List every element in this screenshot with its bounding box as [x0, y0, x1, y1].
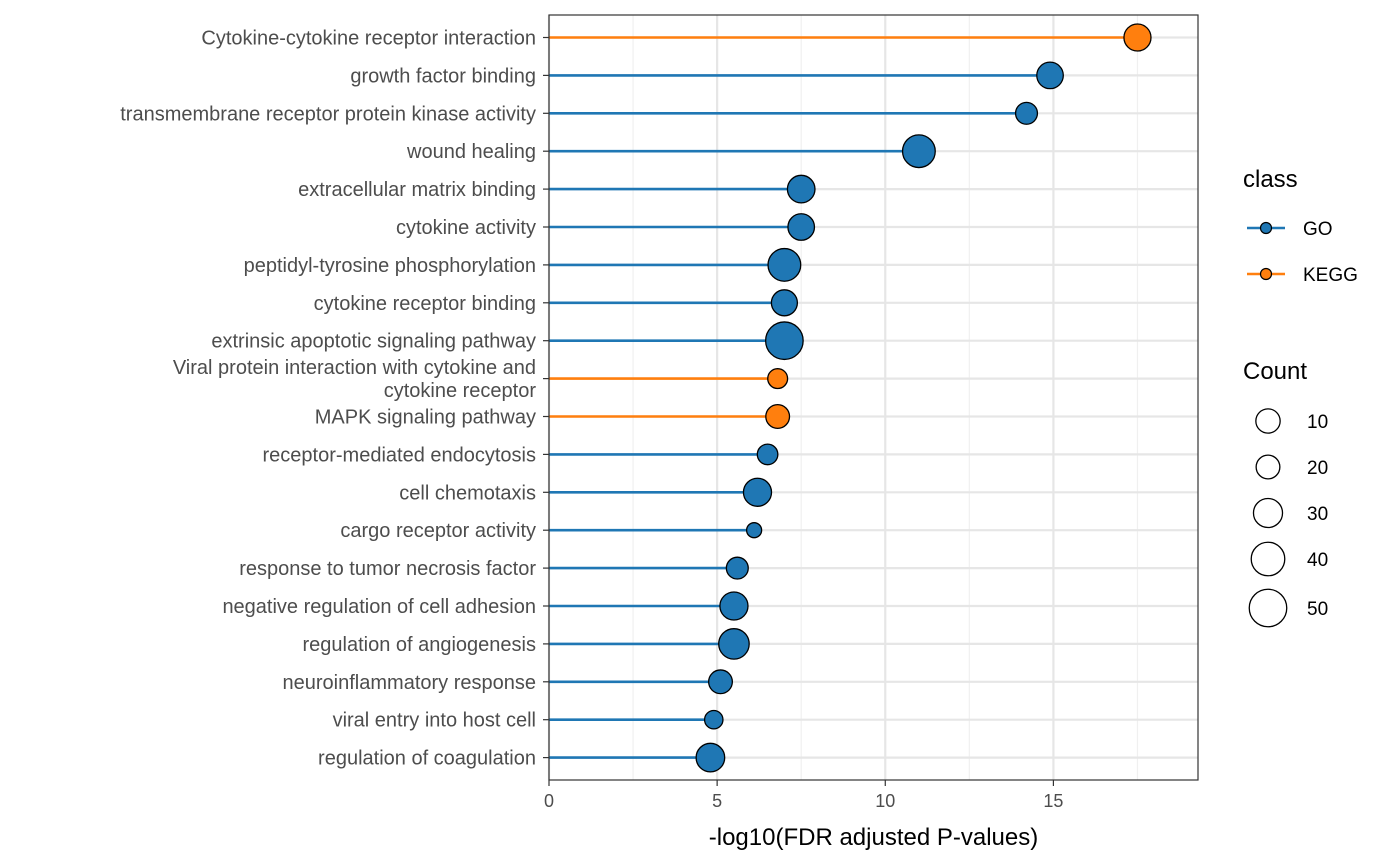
- lollipop-point: [719, 591, 749, 621]
- x-tick-label: 5: [712, 791, 722, 811]
- lollipop-point: [718, 628, 750, 660]
- y-tick-label: wound healing: [406, 141, 536, 163]
- y-tick-label: regulation of coagulation: [318, 748, 536, 770]
- y-tick-label: cell chemotaxis: [399, 482, 536, 504]
- y-tick-label: response to tumor necrosis factor: [239, 558, 536, 580]
- legend-count-label: 30: [1307, 504, 1328, 525]
- x-tick-label: 15: [1043, 791, 1063, 811]
- legend-key-point: [1259, 221, 1273, 235]
- stem-layer: [549, 36, 1138, 759]
- y-tick-label: cytokine activity: [396, 217, 536, 239]
- lollipop-point: [1014, 101, 1039, 125]
- lollipop-point: [725, 556, 749, 580]
- lollipop-point: [703, 709, 724, 730]
- legend-count-label: 10: [1307, 412, 1328, 433]
- y-tick-label: cytokine receptor binding: [314, 293, 536, 315]
- legend-count-label: 50: [1307, 599, 1328, 620]
- legend-size-key: [1248, 588, 1288, 628]
- y-tick-label: viral entry into host cell: [333, 710, 536, 732]
- y-tick-label: cargo receptor activity: [340, 520, 536, 542]
- lollipop-point: [787, 213, 816, 241]
- y-tick-label: negative regulation of cell adhesion: [222, 596, 536, 618]
- lollipop-point: [765, 403, 791, 430]
- lollipop-point: [770, 289, 799, 317]
- y-tick-label: peptidyl-tyrosine phosphorylation: [244, 255, 536, 277]
- y-tick-label: extracellular matrix binding: [298, 179, 536, 201]
- legend-size-key: [1250, 541, 1286, 577]
- x-tick-label: 10: [875, 791, 895, 811]
- lollipop-point: [695, 742, 726, 773]
- legend-count-title: Count: [1243, 358, 1307, 385]
- legend-count-label: 40: [1307, 550, 1328, 571]
- lollipop-point: [745, 522, 763, 539]
- lollipop-point: [742, 477, 773, 507]
- point-layer: [695, 23, 1152, 773]
- legend-size-key: [1255, 408, 1281, 434]
- legend-size-key: [1252, 497, 1284, 529]
- legend: class GO KEGG Count 10 20 30 40 50: [1243, 166, 1358, 628]
- x-axis: 0 5 10 15: [544, 780, 1063, 811]
- legend-size-key: [1255, 454, 1281, 480]
- y-tick-label: MAPK signaling pathway: [315, 407, 536, 429]
- lollipop-point: [767, 368, 789, 390]
- y-tick-label: regulation of angiogenesis: [302, 634, 536, 656]
- y-tick-label: neuroinflammatory response: [283, 672, 536, 694]
- y-axis: Cytokine-cytokine receptor interaction gr…: [120, 28, 549, 770]
- y-tick-label: Cytokine-cytokine receptor interaction: [201, 28, 536, 50]
- x-tick-label: 0: [544, 791, 554, 811]
- lollipop-point: [1123, 23, 1152, 52]
- y-tick-label: growth factor binding: [350, 65, 536, 87]
- y-tick-label: extrinsic apoptotic signaling pathway: [211, 331, 536, 353]
- lollipop-point: [767, 247, 802, 282]
- lollipop-point: [786, 174, 816, 204]
- y-tick-label: receptor-mediated endocytosis: [263, 444, 536, 466]
- lollipop-point: [1036, 61, 1064, 90]
- lollipop-point: [764, 321, 804, 361]
- x-axis-title: -log10(FDR adjusted P-values): [709, 824, 1038, 851]
- legend-key-point: [1259, 267, 1273, 281]
- legend-class-title: class: [1243, 166, 1298, 193]
- legend-class-label: GO: [1303, 219, 1333, 240]
- lollipop-point: [901, 134, 936, 169]
- y-tick-label: transmembrane receptor protein kinase ac…: [120, 103, 536, 125]
- y-tick-label: Viral protein interaction with cytokine …: [173, 357, 537, 402]
- lollipop-point: [707, 669, 734, 695]
- lollipop-point: [756, 443, 779, 466]
- grid-layer: [547, 15, 1198, 780]
- legend-count-label: 20: [1307, 458, 1328, 479]
- legend-class-label: KEGG: [1303, 265, 1358, 286]
- plot-panel-border: [548, 14, 1199, 781]
